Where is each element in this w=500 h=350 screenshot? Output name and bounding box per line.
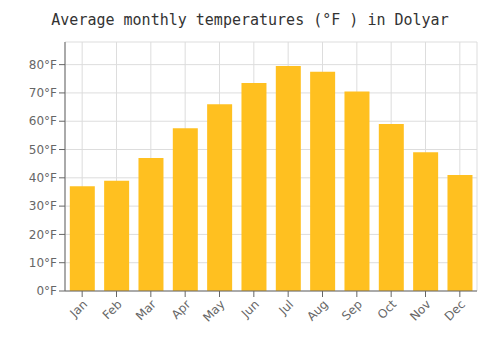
svg-text:0°F: 0°F: [36, 284, 57, 298]
svg-text:60°F: 60°F: [29, 114, 57, 128]
svg-text:Oct: Oct: [375, 297, 400, 322]
svg-text:Apr: Apr: [169, 297, 194, 322]
svg-text:Jul: Jul: [275, 297, 296, 318]
svg-text:Aug: Aug: [304, 297, 330, 323]
svg-text:Jun: Jun: [238, 297, 262, 321]
html-text:Average monthly temperatures (: Average monthly temperatures (°F ) in Do…: [51, 11, 449, 29]
svg-text:Sep: Sep: [339, 297, 365, 323]
svg-text:40°F: 40°F: [29, 171, 57, 185]
svg-text:80°F: 80°F: [29, 58, 57, 72]
svg-text:50°F: 50°F: [29, 143, 57, 157]
svg-text:Feb: Feb: [100, 297, 125, 322]
svg-text:Mar: Mar: [133, 297, 159, 323]
svg-text:Nov: Nov: [407, 297, 433, 323]
svg-text:10°F: 10°F: [29, 256, 57, 270]
svg-text:May: May: [200, 297, 227, 324]
svg-text:Jan: Jan: [67, 297, 91, 321]
svg-text:70°F: 70°F: [29, 86, 57, 100]
svg-text:Dec: Dec: [442, 297, 468, 323]
svg-text:20°F: 20°F: [29, 228, 57, 242]
svg-text:30°F: 30°F: [29, 199, 57, 213]
